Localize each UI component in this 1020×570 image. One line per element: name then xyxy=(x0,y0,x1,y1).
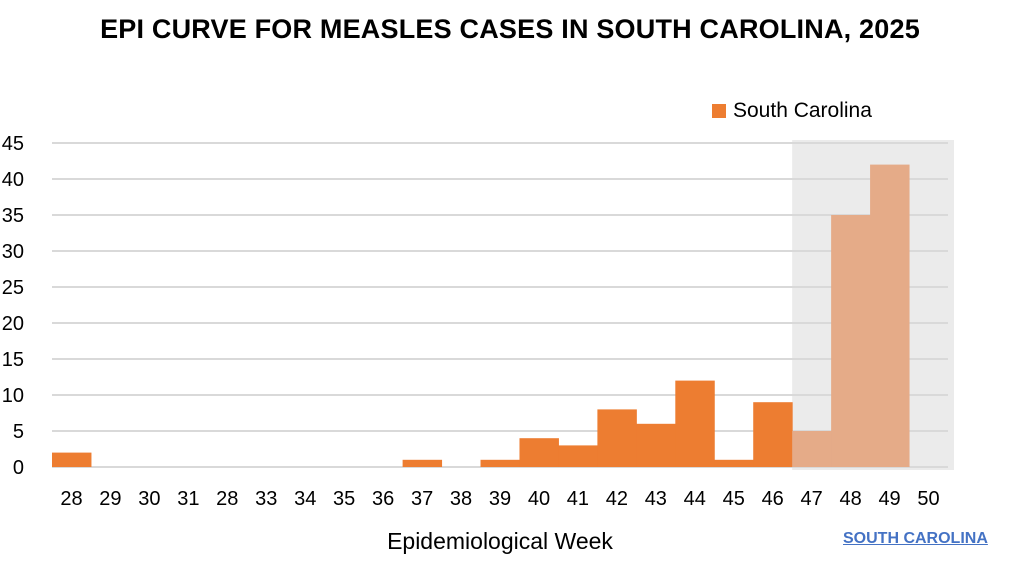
bar xyxy=(870,164,910,467)
legend-swatch xyxy=(712,104,726,118)
x-tick-label: 41 xyxy=(567,488,589,510)
y-tick-label: 10 xyxy=(2,385,24,407)
x-tick-label: 46 xyxy=(762,488,784,510)
x-tick-label: 40 xyxy=(528,488,550,510)
x-tick-label: 48 xyxy=(839,488,861,510)
x-tick-label: 33 xyxy=(255,488,277,510)
x-tick-label: 42 xyxy=(606,488,628,510)
bar xyxy=(558,445,598,467)
bar xyxy=(675,380,715,467)
y-tick-label: 40 xyxy=(2,169,24,191)
x-tick-label: 39 xyxy=(489,488,511,510)
bar xyxy=(831,215,871,467)
x-tick-label: 34 xyxy=(294,488,316,510)
y-tick-label: 30 xyxy=(2,241,24,263)
x-tick-label: 28 xyxy=(216,488,238,510)
x-tick-label: 49 xyxy=(878,488,900,510)
y-tick-label: 45 xyxy=(2,133,24,155)
x-tick-label: 28 xyxy=(60,488,82,510)
legend-label: South Carolina xyxy=(733,99,872,122)
bar xyxy=(714,459,754,467)
y-tick-label: 15 xyxy=(2,349,24,371)
bar xyxy=(402,459,443,467)
legend: South Carolina xyxy=(712,99,872,123)
bar xyxy=(480,459,520,467)
x-tick-label: 30 xyxy=(138,488,160,510)
x-tick-label: 29 xyxy=(99,488,121,510)
bar xyxy=(52,452,92,467)
bar xyxy=(597,409,637,467)
x-tick-label: 45 xyxy=(723,488,745,510)
x-tick-label: 31 xyxy=(177,488,199,510)
y-tick-label: 25 xyxy=(2,277,24,299)
y-tick-label: 5 xyxy=(13,421,24,443)
y-tick-label: 35 xyxy=(2,205,24,227)
x-axis-label: Epidemiological Week xyxy=(387,528,613,554)
x-tick-label: 36 xyxy=(372,488,394,510)
bar xyxy=(519,438,559,467)
x-tick-label: 38 xyxy=(450,488,472,510)
x-tick-label: 44 xyxy=(684,488,706,510)
y-tick-label: 20 xyxy=(2,313,24,335)
bar xyxy=(753,402,793,467)
y-tick-label: 0 xyxy=(13,457,24,479)
chart-title: EPI CURVE FOR MEASLES CASES IN SOUTH CAR… xyxy=(100,14,920,44)
x-tick-label: 47 xyxy=(801,488,823,510)
south-carolina-link[interactable]: SOUTH CAROLINA xyxy=(843,530,988,547)
x-tick-label: 50 xyxy=(917,488,939,510)
x-tick-label: 37 xyxy=(411,488,433,510)
x-tick-label: 35 xyxy=(333,488,355,510)
bar xyxy=(636,423,676,467)
x-tick-label: 43 xyxy=(645,488,667,510)
bar xyxy=(792,431,832,467)
